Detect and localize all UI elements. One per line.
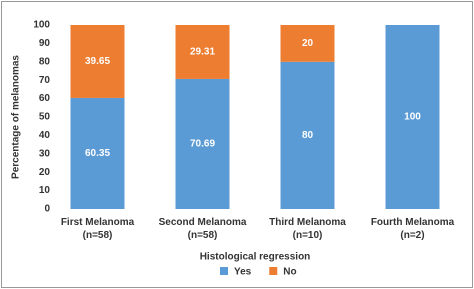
x-tick-label: First Melanoma (n=58) <box>60 217 135 241</box>
y-tick-label: 90 <box>39 38 51 49</box>
legend-label: No <box>283 267 296 278</box>
y-tick-label: 20 <box>39 167 51 178</box>
data-label: 70.69 <box>190 139 215 150</box>
legend-swatch <box>269 267 278 275</box>
data-label: 100 <box>404 112 421 123</box>
y-tick-label: 50 <box>39 112 51 123</box>
bar-segment <box>385 25 440 209</box>
y-axis-label: Percentage of melanomas <box>11 55 22 179</box>
y-tick-label: 60 <box>39 93 51 104</box>
data-label: 20 <box>302 38 314 49</box>
y-tick-label: 80 <box>39 56 51 67</box>
data-label: 39.65 <box>85 56 110 67</box>
bar-segment <box>175 25 230 79</box>
x-tick-label: Third Melanoma (n=10) <box>269 217 346 241</box>
bar-segment <box>175 78 230 210</box>
data-label: 60.35 <box>85 148 110 159</box>
y-tick-label: 100 <box>33 20 50 31</box>
y-tick-label: 0 <box>44 204 50 215</box>
bar-segment <box>70 25 125 98</box>
x-axis-label: Histological regression <box>200 252 311 263</box>
x-tick-label: Fourth Melanoma (n=2) <box>370 217 455 241</box>
legend-label: Yes <box>234 267 252 278</box>
data-label: 80 <box>302 130 314 141</box>
y-tick-label: 70 <box>39 75 51 86</box>
bar-segment <box>280 25 335 62</box>
bar-segment <box>70 97 125 209</box>
legend-swatch <box>220 267 228 275</box>
bar-segment <box>280 61 335 209</box>
data-label: 29.31 <box>190 47 215 58</box>
x-tick-label: Second Melanoma (n=58) <box>158 217 247 241</box>
y-tick-label: 10 <box>39 185 51 196</box>
y-tick-label: 40 <box>39 130 51 141</box>
y-tick-label: 30 <box>39 148 51 159</box>
